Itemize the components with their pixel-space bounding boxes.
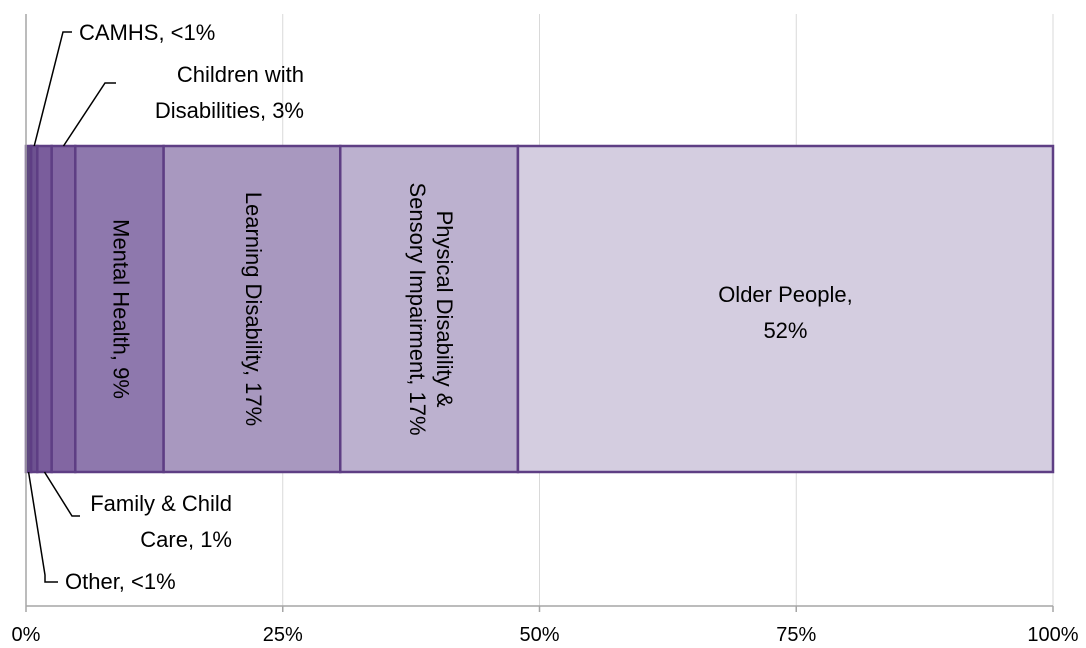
- data-label: 52%: [763, 318, 807, 343]
- data-label-line: Physical Disability &: [432, 211, 457, 408]
- leader-line: [43, 471, 80, 517]
- bar-segment: [339, 144, 520, 474]
- x-tick-label: 0%: [12, 624, 41, 646]
- x-tick-label: 75%: [776, 624, 816, 646]
- leader-line: [27, 471, 58, 583]
- bar-segment: [516, 144, 1055, 474]
- data-label: Learning Disability, 17%: [241, 192, 266, 426]
- data-label: Children with: [177, 62, 304, 87]
- data-labels: Other, <1% CAMHS, <1% Family & Child Care, …: [65, 20, 853, 594]
- data-label-line: Sensory Impairment, 17%: [405, 182, 430, 435]
- data-label: Other, <1%: [65, 569, 176, 594]
- data-label: Care, 1%: [140, 527, 232, 552]
- leader-line: [33, 31, 72, 147]
- data-label: CAMHS, <1%: [79, 20, 215, 45]
- bar-segments: [24, 144, 1055, 474]
- bar-segment: [50, 144, 77, 474]
- data-label: Mental Health, 9%: [109, 219, 134, 399]
- bar-segment: [36, 144, 53, 474]
- data-label: Physical Disability &Sensory Impairment,…: [405, 182, 457, 435]
- x-tick-label: 100%: [1027, 624, 1078, 646]
- x-tick-label: 50%: [519, 624, 559, 646]
- data-label: Family & Child: [90, 491, 232, 516]
- leader-line: [62, 82, 116, 147]
- x-axis: 0% 25% 50% 75% 100%: [12, 14, 1079, 646]
- data-label-line: Mental Health, 9%: [109, 219, 134, 399]
- data-label-line: Learning Disability, 17%: [241, 192, 266, 426]
- x-tick-label: 25%: [263, 624, 303, 646]
- data-label: Disabilities, 3%: [155, 98, 304, 123]
- data-label: Older People,: [718, 282, 853, 307]
- bar-segment: [74, 144, 165, 474]
- bar-segment: [162, 144, 342, 474]
- leader-lines: [27, 31, 116, 583]
